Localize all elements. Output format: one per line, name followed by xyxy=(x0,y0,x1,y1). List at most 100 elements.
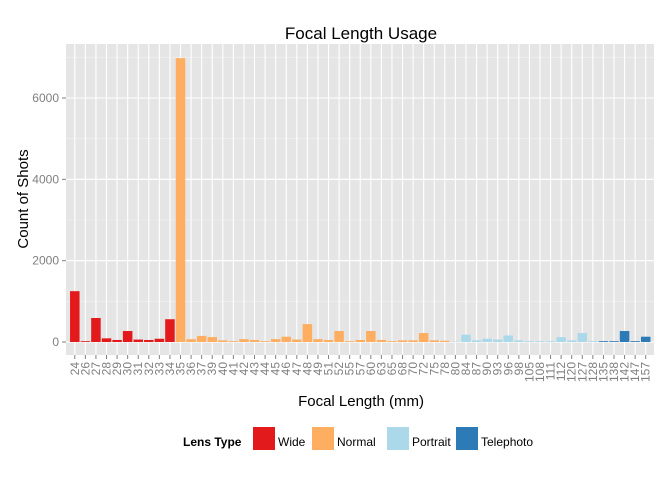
x-tick-label: 105 xyxy=(522,362,536,382)
x-tick-label: 34 xyxy=(163,362,177,376)
x-tick-label: 93 xyxy=(491,362,505,376)
bar-120mm xyxy=(566,340,577,342)
bar-45mm xyxy=(270,339,281,342)
x-tick-label: 108 xyxy=(533,362,547,382)
x-tick-label: 30 xyxy=(121,362,135,376)
bar-75mm xyxy=(429,340,440,342)
y-axis-ticks: 0 2000 4000 6000 xyxy=(32,91,66,349)
bar-42mm xyxy=(239,339,249,342)
bar-35mm xyxy=(175,58,186,343)
x-tick-label: 36 xyxy=(184,362,198,376)
bar-128mm xyxy=(588,341,598,342)
x-tick-label: 39 xyxy=(205,362,219,376)
chart-title: Focal Length Usage xyxy=(285,24,437,43)
x-tick-label: 112 xyxy=(554,362,568,381)
legend-label-normal: Normal xyxy=(337,435,376,449)
x-tick-label: 26 xyxy=(78,362,92,376)
y-axis-title: Count of Shots xyxy=(15,149,32,248)
bar-37mm xyxy=(196,335,207,342)
bar-60mm xyxy=(366,331,376,342)
grid-lines xyxy=(66,44,654,355)
bar-72mm xyxy=(418,333,429,342)
bar-31mm xyxy=(133,339,143,342)
bar-135mm xyxy=(598,341,609,342)
bar-47mm xyxy=(292,339,302,342)
bar-44mm xyxy=(260,341,270,342)
legend-key-portrait xyxy=(387,427,409,450)
y-tick-label: 4000 xyxy=(32,172,59,186)
bar-138mm xyxy=(609,341,619,342)
bar-48mm xyxy=(302,324,313,342)
x-tick-label: 63 xyxy=(374,362,388,376)
legend-label-portrait: Portrait xyxy=(412,435,451,449)
legend: Lens Type Wide Normal Portrait Telephoto xyxy=(183,427,533,450)
legend-title: Lens Type xyxy=(183,435,242,449)
x-tick-label: 75 xyxy=(427,362,441,376)
bar-27mm xyxy=(91,318,101,342)
x-tick-label: 24 xyxy=(68,362,82,376)
x-tick-label: 68 xyxy=(396,362,410,376)
x-tick-label: 90 xyxy=(480,362,494,376)
x-tick-label: 147 xyxy=(628,362,642,382)
bar-84mm xyxy=(461,334,471,342)
bar-127mm xyxy=(577,333,588,342)
bar-147mm xyxy=(630,341,640,342)
bar-108mm xyxy=(535,341,545,342)
bar-157mm xyxy=(640,336,651,342)
bar-112mm xyxy=(556,337,566,342)
bar-24mm xyxy=(70,291,80,342)
bar-30mm xyxy=(122,331,133,342)
bar-70mm xyxy=(408,340,418,342)
bar-63mm xyxy=(376,339,387,342)
x-tick-label: 44 xyxy=(258,362,272,376)
x-tick-label: 43 xyxy=(248,362,262,376)
x-tick-label: 32 xyxy=(142,362,156,376)
x-tick-label: 27 xyxy=(89,362,103,376)
x-tick-label: 111 xyxy=(544,362,558,381)
x-tick-label: 42 xyxy=(237,362,251,376)
x-tick-label: 78 xyxy=(438,362,452,376)
bar-57mm xyxy=(355,339,366,342)
x-tick-label: 29 xyxy=(110,362,124,376)
x-tick-label: 55 xyxy=(343,362,357,376)
x-axis-ticks: 2426272829303132333435363739404142434445… xyxy=(68,355,653,382)
x-tick-label: 127 xyxy=(575,362,589,382)
x-tick-label: 47 xyxy=(290,362,304,376)
legend-key-wide xyxy=(253,427,275,450)
x-tick-label: 96 xyxy=(501,362,515,376)
x-tick-label: 37 xyxy=(195,362,209,376)
bar-32mm xyxy=(144,339,154,342)
x-tick-label: 51 xyxy=(322,362,336,376)
bar-68mm xyxy=(397,340,408,342)
bar-46mm xyxy=(281,336,291,342)
bar-29mm xyxy=(112,339,122,342)
legend-label-wide: Wide xyxy=(278,435,306,449)
bar-90mm xyxy=(482,338,492,342)
x-tick-label: 135 xyxy=(596,362,610,382)
bar-34mm xyxy=(165,319,175,342)
x-tick-label: 157 xyxy=(639,362,653,382)
bar-98mm xyxy=(514,340,524,342)
bar-36mm xyxy=(186,339,196,342)
x-tick-label: 35 xyxy=(174,362,188,376)
bar-87mm xyxy=(471,340,482,342)
bar-28mm xyxy=(101,338,112,342)
bar-142mm xyxy=(619,331,630,342)
bar-41mm xyxy=(228,341,239,342)
legend-label-telephoto: Telephoto xyxy=(481,435,533,449)
bar-78mm xyxy=(440,340,450,342)
bars xyxy=(70,58,651,343)
x-tick-label: 98 xyxy=(512,362,526,376)
legend-key-normal xyxy=(312,427,334,450)
x-tick-label: 128 xyxy=(586,362,600,382)
x-tick-label: 48 xyxy=(300,362,314,376)
bar-26mm xyxy=(80,341,91,342)
x-tick-label: 49 xyxy=(311,362,325,376)
y-tick-label: 0 xyxy=(52,335,59,349)
x-tick-label: 31 xyxy=(131,362,145,376)
y-tick-label: 6000 xyxy=(32,91,59,105)
bar-105mm xyxy=(524,341,535,342)
bar-43mm xyxy=(249,339,260,342)
